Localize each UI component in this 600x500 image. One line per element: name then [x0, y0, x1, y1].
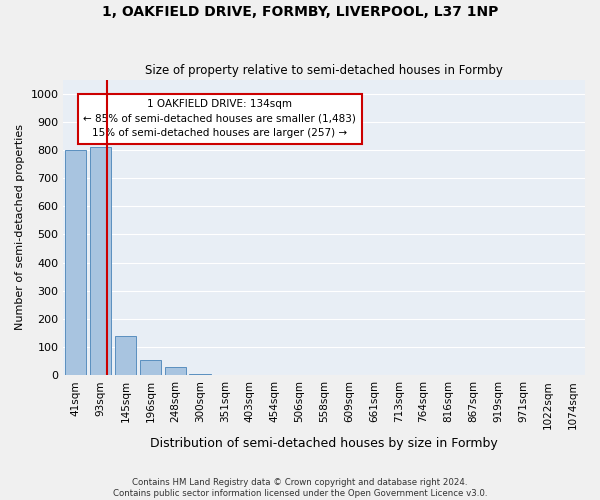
Text: 1 OAKFIELD DRIVE: 134sqm
← 85% of semi-detached houses are smaller (1,483)
15% o: 1 OAKFIELD DRIVE: 134sqm ← 85% of semi-d… [83, 99, 356, 138]
X-axis label: Distribution of semi-detached houses by size in Formby: Distribution of semi-detached houses by … [151, 437, 498, 450]
Text: Contains HM Land Registry data © Crown copyright and database right 2024.
Contai: Contains HM Land Registry data © Crown c… [113, 478, 487, 498]
Bar [140, 360, 161, 375]
Bar [190, 374, 211, 375]
Y-axis label: Number of semi-detached properties: Number of semi-detached properties [15, 124, 25, 330]
Title: Size of property relative to semi-detached houses in Formby: Size of property relative to semi-detach… [145, 64, 503, 77]
Bar [90, 147, 111, 375]
Text: 1, OAKFIELD DRIVE, FORMBY, LIVERPOOL, L37 1NP: 1, OAKFIELD DRIVE, FORMBY, LIVERPOOL, L3… [102, 5, 498, 19]
Bar [164, 366, 186, 375]
Bar [115, 336, 136, 375]
Bar [65, 150, 86, 375]
